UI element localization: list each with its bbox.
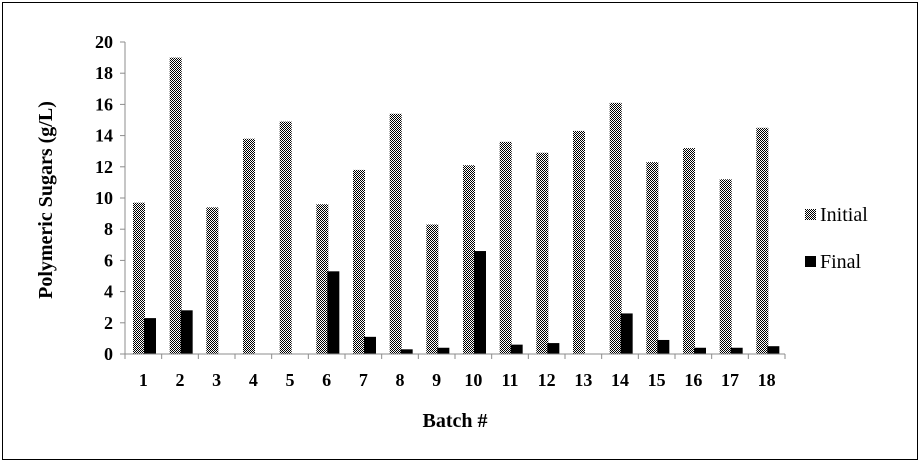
- bar-initial-batch-13: [573, 130, 585, 354]
- bar-final-batch-6: [327, 271, 340, 354]
- x-tick-label: 12: [538, 370, 556, 390]
- legend-label-final: Final: [820, 251, 862, 273]
- y-tick-label: 4: [104, 282, 113, 302]
- bar-initial-batch-2: [169, 57, 182, 354]
- y-tick-label: 2: [104, 313, 113, 333]
- bar-final-batch-7: [364, 336, 376, 354]
- x-tick-label: 1: [139, 370, 148, 390]
- y-tick-label: 20: [95, 32, 113, 52]
- x-tick-label: 3: [212, 370, 221, 390]
- x-tick-label: 8: [396, 370, 405, 390]
- bar-initial-batch-1: [133, 202, 145, 354]
- x-tick-label: 7: [359, 370, 368, 390]
- bar-initial-batch-4: [243, 138, 255, 354]
- bar-final-batch-2: [180, 310, 193, 354]
- bar-initial-batch-17: [719, 179, 732, 354]
- bar-initial-batch-16: [683, 148, 695, 354]
- y-tick-label: 10: [95, 188, 113, 208]
- x-tick-label: 4: [249, 370, 258, 390]
- x-axis-title: Batch #: [423, 410, 488, 432]
- bar-initial-batch-14: [609, 102, 622, 354]
- y-tick-label: 16: [95, 94, 113, 114]
- x-tick-label: 5: [286, 370, 295, 390]
- bar-final-batch-11: [510, 344, 523, 354]
- x-tick-label: 17: [721, 370, 739, 390]
- legend-swatch-final: [805, 256, 816, 267]
- y-tick-label: 8: [104, 219, 113, 239]
- bar-initial-batch-10: [463, 165, 475, 354]
- bar-initial-batch-7: [353, 169, 365, 354]
- x-tick-label: 15: [648, 370, 666, 390]
- y-axis-title: Polymeric Sugars (g/L): [35, 101, 57, 299]
- bar-initial-batch-12: [536, 152, 549, 354]
- x-tick-label: 2: [176, 370, 185, 390]
- y-tick-label: 18: [95, 63, 113, 83]
- bar-initial-batch-5: [279, 121, 292, 354]
- bar-initial-batch-8: [389, 113, 402, 354]
- y-tick-label: 14: [95, 126, 113, 146]
- bar-final-batch-15: [657, 339, 670, 354]
- x-tick-label: 10: [464, 370, 482, 390]
- legend: Initial Final: [805, 204, 868, 273]
- bar-initial-batch-9: [426, 224, 439, 354]
- bar-initial-batch-15: [646, 162, 659, 354]
- bar-final-batch-16: [694, 347, 706, 354]
- bar-initial-batch-18: [756, 127, 769, 354]
- legend-label-initial: Initial: [820, 204, 868, 226]
- bar-final-batch-8: [400, 349, 413, 354]
- x-tick-label: 9: [432, 370, 441, 390]
- bars-layer: [133, 57, 780, 354]
- bar-final-batch-10: [474, 251, 486, 354]
- x-tick-label: 16: [684, 370, 702, 390]
- legend-swatch-initial: [805, 209, 816, 220]
- bar-final-batch-1: [144, 318, 156, 354]
- bar-initial-batch-11: [499, 141, 512, 354]
- x-tick-label: 11: [501, 370, 518, 390]
- y-tick-label: 12: [95, 157, 113, 177]
- x-tick-label: 14: [611, 370, 629, 390]
- x-tick-label: 18: [758, 370, 776, 390]
- bar-final-batch-14: [620, 313, 633, 354]
- y-tick-label: 6: [104, 250, 113, 270]
- bar-initial-batch-6: [316, 204, 329, 354]
- bar-initial-batch-3: [206, 207, 219, 354]
- bar-final-batch-17: [730, 347, 743, 354]
- x-tick-label: 13: [574, 370, 592, 390]
- bar-final-batch-12: [547, 343, 560, 354]
- bar-final-batch-18: [767, 346, 780, 354]
- x-tick-label: 6: [322, 370, 331, 390]
- y-tick-label: 0: [104, 344, 113, 364]
- bar-final-batch-9: [437, 347, 450, 354]
